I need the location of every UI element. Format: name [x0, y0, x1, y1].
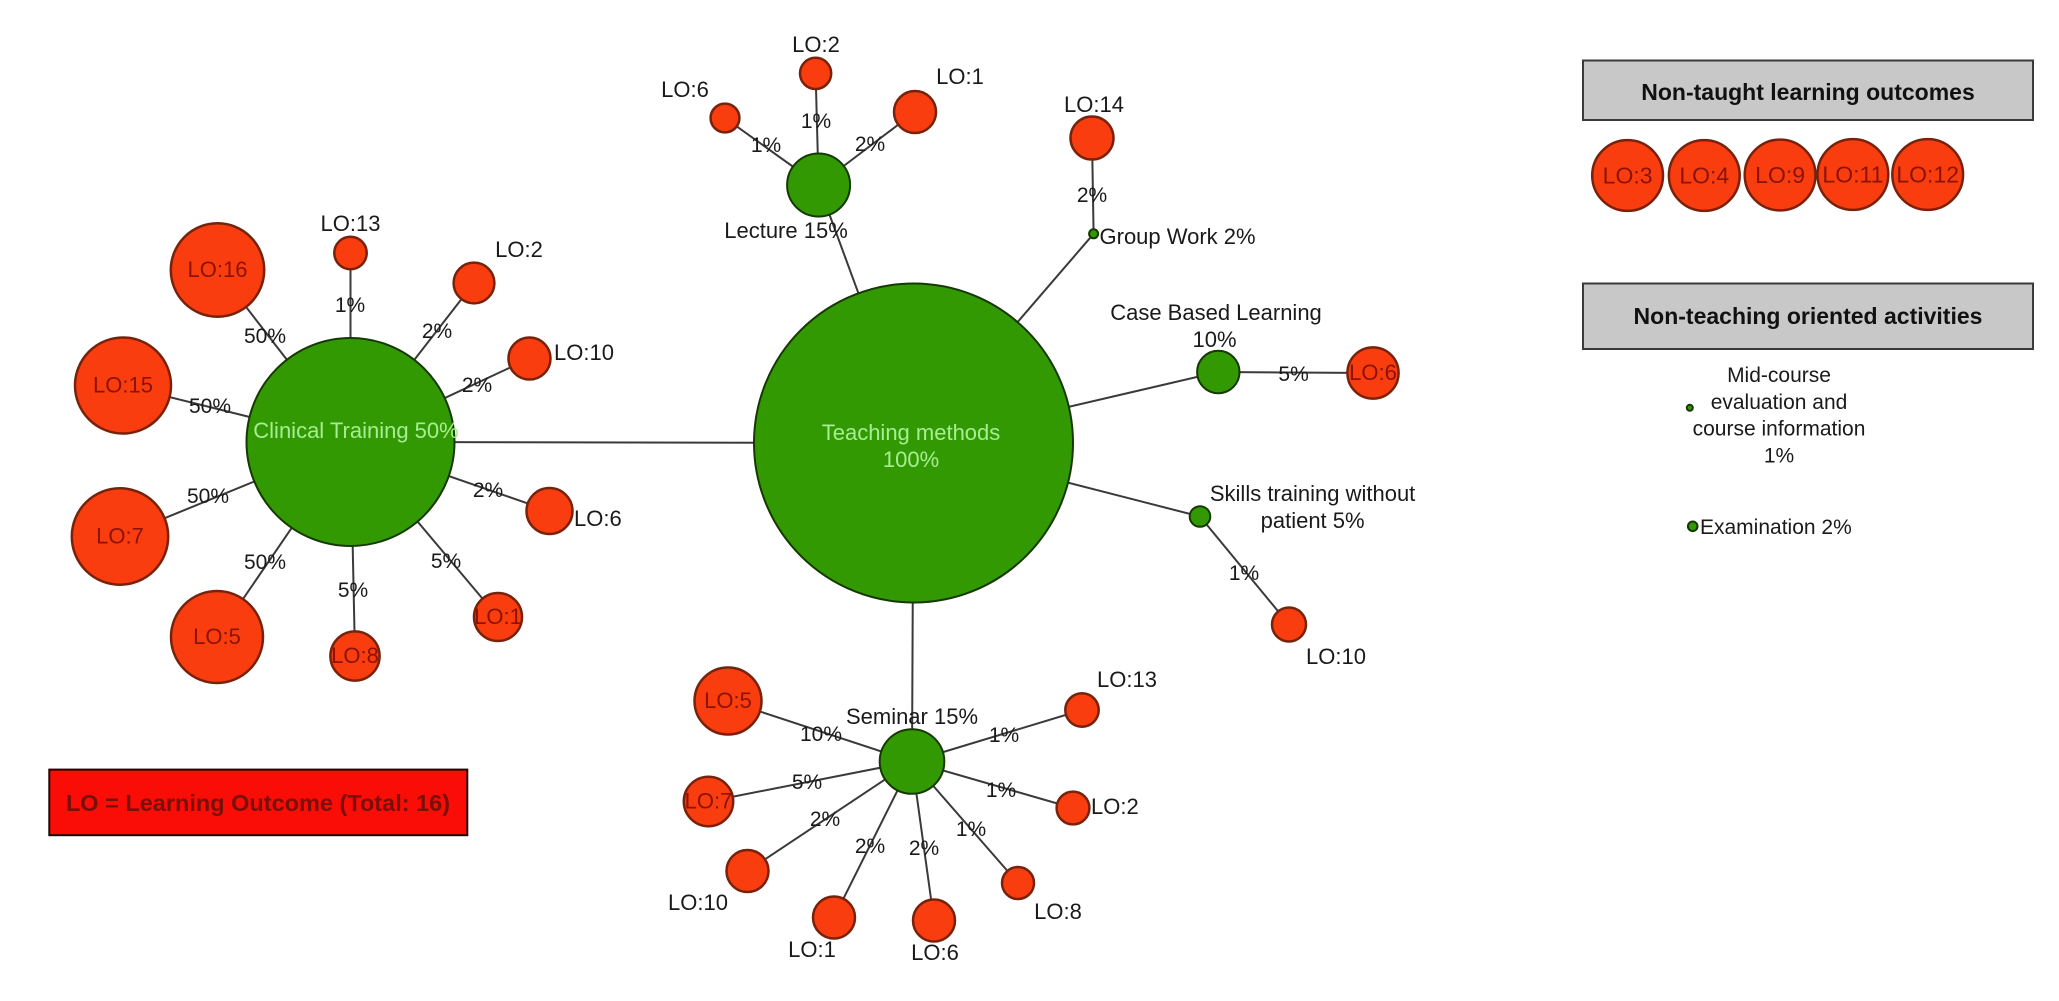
svg-text:evaluation and: evaluation and: [1711, 391, 1848, 414]
svg-text:Lecture 15%: Lecture 15%: [724, 218, 848, 243]
svg-text:course information: course information: [1693, 418, 1866, 441]
svg-text:LO:7: LO:7: [96, 524, 144, 549]
svg-text:patient 5%: patient 5%: [1261, 508, 1365, 533]
svg-text:2%: 2%: [810, 808, 840, 831]
svg-text:LO:8: LO:8: [1034, 899, 1082, 924]
svg-text:LO:10: LO:10: [668, 890, 728, 915]
svg-text:Case Based Learning: Case Based Learning: [1110, 300, 1322, 325]
svg-text:100%: 100%: [883, 447, 939, 472]
svg-text:LO:9: LO:9: [1755, 162, 1805, 188]
svg-text:1%: 1%: [335, 294, 365, 317]
svg-text:LO:2: LO:2: [792, 32, 840, 57]
svg-text:1%: 1%: [1764, 444, 1794, 467]
svg-text:LO:1: LO:1: [788, 937, 836, 962]
svg-text:Seminar 15%: Seminar 15%: [846, 704, 978, 729]
svg-text:Skills training without: Skills training without: [1210, 481, 1415, 506]
svg-text:10%: 10%: [1192, 327, 1236, 352]
svg-text:Clinical Training 50%: Clinical Training 50%: [253, 418, 458, 443]
svg-text:2%: 2%: [855, 835, 885, 858]
svg-text:5%: 5%: [338, 579, 368, 602]
svg-text:1%: 1%: [989, 724, 1019, 747]
svg-text:LO:16: LO:16: [188, 257, 248, 282]
svg-text:1%: 1%: [751, 134, 781, 157]
svg-text:2%: 2%: [422, 320, 452, 343]
svg-text:1%: 1%: [956, 818, 986, 841]
svg-text:Mid-course: Mid-course: [1727, 364, 1831, 387]
svg-text:2%: 2%: [473, 479, 503, 502]
svg-text:50%: 50%: [187, 485, 229, 508]
svg-text:LO:5: LO:5: [704, 688, 752, 713]
svg-text:LO:4: LO:4: [1679, 163, 1729, 189]
svg-text:50%: 50%: [244, 325, 286, 348]
svg-text:1%: 1%: [1229, 562, 1259, 585]
svg-text:2%: 2%: [462, 374, 492, 397]
svg-text:LO:1: LO:1: [936, 64, 984, 89]
svg-text:LO:2: LO:2: [1091, 794, 1139, 819]
svg-text:5%: 5%: [431, 550, 461, 573]
svg-text:LO = Learning Outcome (Total:: LO = Learning Outcome (Total: 16): [66, 790, 450, 816]
svg-text:LO:6: LO:6: [911, 940, 959, 965]
svg-text:LO:10: LO:10: [1306, 644, 1366, 669]
svg-text:Non-teaching oriented activiti: Non-teaching oriented activities: [1634, 303, 1983, 329]
svg-text:LO:2: LO:2: [495, 237, 543, 262]
svg-text:LO:14: LO:14: [1064, 92, 1124, 117]
svg-text:1%: 1%: [801, 110, 831, 133]
svg-text:5%: 5%: [1278, 363, 1308, 386]
svg-text:Non-taught learning outcomes: Non-taught learning outcomes: [1641, 79, 1975, 105]
svg-text:2%: 2%: [855, 133, 885, 156]
svg-text:LO:6: LO:6: [661, 77, 709, 102]
svg-text:2%: 2%: [1077, 184, 1107, 207]
svg-text:LO:12: LO:12: [1896, 162, 1959, 188]
svg-text:5%: 5%: [792, 771, 822, 794]
svg-text:Teaching methods: Teaching methods: [822, 420, 1001, 445]
svg-text:LO:6: LO:6: [574, 506, 622, 531]
svg-text:50%: 50%: [244, 551, 286, 574]
svg-text:Examination 2%: Examination 2%: [1700, 516, 1852, 539]
svg-text:LO:6: LO:6: [1349, 360, 1397, 385]
svg-text:2%: 2%: [909, 837, 939, 860]
svg-text:LO:13: LO:13: [1097, 667, 1157, 692]
svg-text:LO:10: LO:10: [554, 340, 614, 365]
svg-text:1%: 1%: [986, 779, 1016, 802]
svg-text:LO:8: LO:8: [331, 643, 379, 668]
svg-text:50%: 50%: [189, 395, 231, 418]
svg-text:LO:13: LO:13: [321, 211, 381, 236]
svg-text:LO:11: LO:11: [1822, 162, 1883, 188]
svg-text:LO:3: LO:3: [1603, 163, 1653, 189]
svg-text:LO:1: LO:1: [474, 604, 522, 629]
svg-text:LO:7: LO:7: [685, 789, 733, 814]
svg-text:Group Work 2%: Group Work 2%: [1100, 224, 1256, 249]
svg-text:LO:5: LO:5: [193, 624, 241, 649]
svg-text:LO:15: LO:15: [93, 373, 153, 398]
svg-text:10%: 10%: [800, 723, 842, 746]
